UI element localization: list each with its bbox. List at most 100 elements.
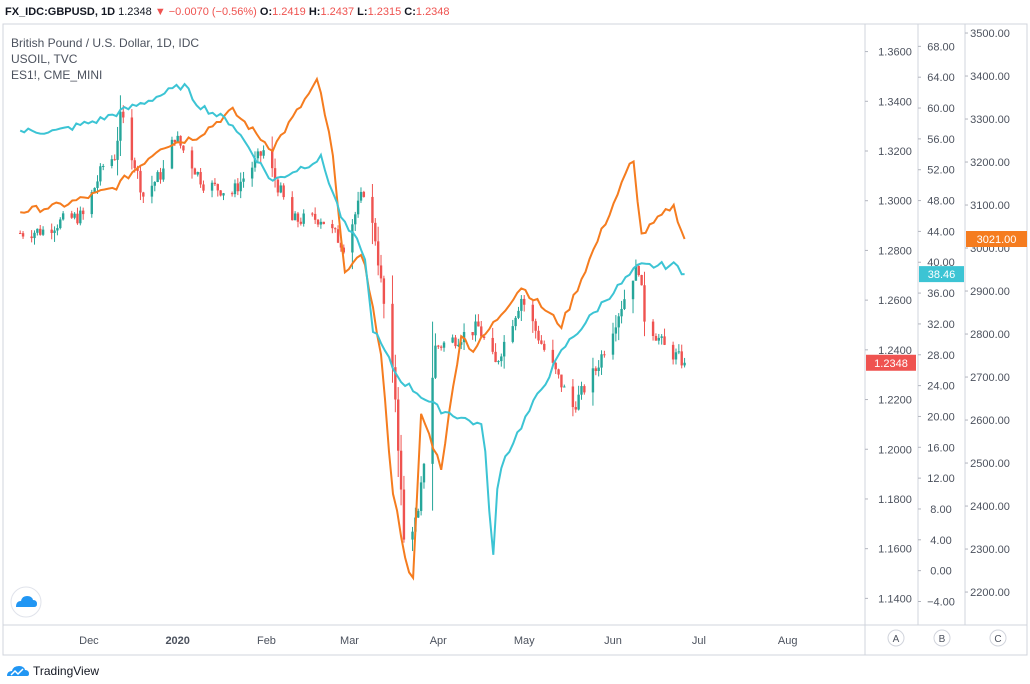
candle-body: [213, 182, 217, 185]
scale-selector-c[interactable]: C: [989, 629, 1007, 647]
candle-body: [30, 236, 33, 239]
legend-main[interactable]: British Pound / U.S. Dollar, 1D, IDC: [11, 36, 199, 50]
candle-body: [110, 159, 114, 166]
last-price: 1.2348: [118, 6, 152, 18]
candle-body: [382, 278, 386, 304]
candle-body: [651, 321, 655, 336]
legend-es[interactable]: ES1!, CME_MINI: [11, 68, 102, 82]
scale-b-tick-label: 28.00: [927, 350, 955, 362]
candle-body: [179, 135, 182, 146]
candle-body: [18, 233, 22, 235]
scale-b-tick-label: 8.00: [930, 504, 951, 516]
candle-body: [474, 321, 477, 336]
candle-body: [136, 168, 139, 171]
legend-usoil[interactable]: USOIL, TVC: [11, 52, 78, 66]
candle-body: [270, 150, 274, 169]
candle-body: [560, 374, 563, 388]
candle-body: [142, 192, 145, 197]
candle-body: [133, 160, 136, 169]
candle-body: [614, 327, 618, 334]
scale-b-tick-label: 56.00: [927, 134, 955, 146]
x-tick-label: Jun: [604, 635, 622, 647]
scale-c-tick-label: 3300.00: [970, 114, 1010, 126]
candle-body: [623, 299, 626, 309]
candle-body: [434, 345, 437, 378]
candle-body: [359, 191, 363, 201]
tradingview-logo-icon: [7, 666, 29, 676]
candle-body: [514, 317, 517, 327]
scale-a-tick-label: 1.2600: [878, 295, 912, 307]
candle-body: [620, 308, 623, 317]
candle-body: [56, 228, 59, 231]
last-price-label-c: 3021.00: [977, 234, 1017, 246]
candle-body: [41, 229, 45, 235]
candle-body: [511, 326, 514, 342]
tradingview-cloud-icon: [16, 596, 37, 607]
candle-body: [374, 222, 377, 242]
candle-body: [262, 150, 265, 156]
candle-body: [371, 196, 374, 223]
candle-body: [617, 316, 620, 328]
scale-b-tick-label: 48.00: [927, 196, 955, 208]
symbol-status-line: FX_IDC:GBPUSD, 1D 1.2348 ▼ −0.0070 (−0.5…: [5, 6, 450, 18]
candle-body: [299, 221, 303, 224]
candle-body: [640, 275, 643, 286]
candle-body: [302, 213, 305, 224]
candle-body: [139, 170, 142, 193]
candle-body: [93, 187, 96, 193]
scale-c-tick-label: 2200.00: [970, 587, 1010, 599]
candle-body: [523, 298, 526, 305]
scale-selector-b[interactable]: B: [933, 629, 951, 647]
x-tick-label: Aug: [778, 635, 798, 647]
candle-body: [170, 139, 174, 169]
candle-body: [336, 229, 340, 243]
chart-frame: [2, 23, 1028, 656]
candle-body: [96, 181, 99, 188]
candle-body: [236, 183, 240, 192]
open-label: O:: [259, 6, 273, 18]
scale-b-tick-label: −4.00: [927, 596, 955, 608]
candle-body: [70, 213, 73, 218]
scale-c-tick-label: 3500.00: [970, 28, 1010, 40]
candle-body: [61, 213, 65, 220]
tradingview-chart-logo-button[interactable]: [10, 586, 42, 618]
candle-body: [451, 337, 454, 343]
tradingview-branding[interactable]: TradingView: [6, 664, 99, 678]
candle-body: [130, 117, 134, 161]
low-value: 1.2315: [367, 6, 402, 18]
candle-body: [657, 337, 661, 341]
candle-body: [437, 345, 440, 347]
scale-a-tick-label: 1.3600: [878, 47, 912, 59]
scale-b-tick-label: 4.00: [930, 535, 951, 547]
candle-body: [156, 172, 159, 183]
candle-body: [331, 224, 334, 229]
scale-selector-a[interactable]: A: [887, 629, 905, 647]
candle-body: [116, 140, 119, 160]
candle-body: [253, 158, 257, 168]
candle-body: [411, 531, 414, 540]
scale-b-tick-label: 60.00: [927, 103, 955, 115]
last-price-label-a: 1.2348: [874, 358, 908, 370]
scale-c-tick-label: 2600.00: [970, 415, 1010, 427]
symbol-name[interactable]: FX_IDC:GBPUSD, 1D: [5, 6, 116, 18]
close-value: 1.2348: [415, 6, 450, 18]
chart-canvas[interactable]: British Pound / U.S. Dollar, 1D, IDC USO…: [0, 0, 1030, 660]
chart-header: FX_IDC:GBPUSD, 1D 1.2348 ▼ −0.0070 (−0.5…: [0, 0, 1030, 22]
candle-body: [319, 221, 323, 225]
candle-body: [402, 489, 406, 540]
series-layer: [18, 76, 686, 581]
candle-body: [59, 219, 62, 229]
axis-layer: 1.3600 1.3400 1.3200 1.3000 1.2800 1.2600 1.24…: [79, 28, 1027, 647]
candle-body: [419, 482, 423, 511]
candle-body: [677, 351, 681, 353]
candle-body: [442, 342, 446, 348]
x-tick-label: Mar: [340, 635, 359, 647]
candle-body: [351, 224, 354, 253]
candle-body: [460, 342, 463, 345]
scale-label-a: A: [893, 634, 900, 645]
candle-body: [660, 336, 663, 338]
candle-body: [190, 150, 194, 169]
candle-body: [159, 172, 162, 180]
candle-body: [230, 193, 234, 195]
scale-b-tick-label: 36.00: [927, 288, 955, 300]
